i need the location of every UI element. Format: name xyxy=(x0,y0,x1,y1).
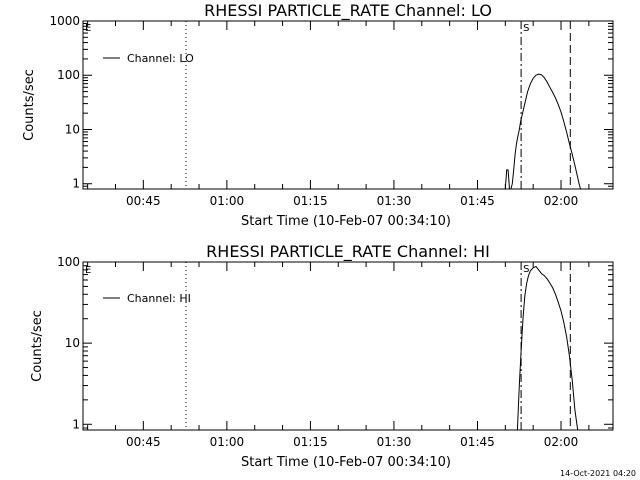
x-tick-label: 02:00 xyxy=(544,435,579,449)
x-tick-label: 01:30 xyxy=(377,194,412,208)
lo-plot-frame xyxy=(82,20,614,190)
x-tick-label: 01:45 xyxy=(460,194,495,208)
footer-timestamp: 14-Oct-2021 04:20 xyxy=(560,469,636,478)
lo-marker-e: E xyxy=(85,23,91,34)
x-tick-label: 01:45 xyxy=(460,435,495,449)
hi-y-axis-label: Counts/sec xyxy=(30,310,45,382)
hi-series-line xyxy=(516,265,579,431)
y-tick-label: 100 xyxy=(57,68,80,82)
x-tick-label: 01:00 xyxy=(210,435,245,449)
x-tick-label: 01:15 xyxy=(293,435,328,449)
hi-legend-label: Channel: HI xyxy=(127,292,191,305)
lo-legend-label: Channel: LO xyxy=(127,52,194,65)
y-tick-label: 1 xyxy=(72,177,80,191)
x-tick-label: 01:00 xyxy=(210,194,245,208)
hi-marker-s: S xyxy=(523,264,529,275)
y-tick-label: 10 xyxy=(65,122,80,136)
hi-plot-frame xyxy=(82,261,614,431)
hi-channel-panel: RHESSI PARTICLE_RATE Channel: HI Start T… xyxy=(30,242,614,470)
x-tick-label: 01:30 xyxy=(377,435,412,449)
x-tick-label: 00:45 xyxy=(126,435,161,449)
y-tick-label: 1 xyxy=(72,417,80,431)
lo-marker-s: S xyxy=(523,23,529,34)
lo-chart-title: RHESSI PARTICLE_RATE Channel: LO xyxy=(204,1,492,21)
y-tick-label: 100 xyxy=(57,255,80,269)
x-tick-label: 00:45 xyxy=(126,194,161,208)
hi-marker-e: E xyxy=(85,265,91,276)
lo-x-axis-label: Start Time (10-Feb-07 00:34:10) xyxy=(241,214,451,229)
y-tick-label: 1000 xyxy=(49,14,80,28)
lo-channel-panel: RHESSI PARTICLE_RATE Channel: LO Start T… xyxy=(22,1,614,229)
x-tick-label: 01:15 xyxy=(293,194,328,208)
lo-y-axis-label: Counts/sec xyxy=(22,69,37,141)
y-tick-label: 10 xyxy=(65,336,80,350)
hi-chart-title: RHESSI PARTICLE_RATE Channel: HI xyxy=(206,242,490,262)
lo-series-line xyxy=(504,73,581,190)
x-tick-label: 02:00 xyxy=(544,194,579,208)
hi-x-axis-label: Start Time (10-Feb-07 00:34:10) xyxy=(241,455,451,470)
